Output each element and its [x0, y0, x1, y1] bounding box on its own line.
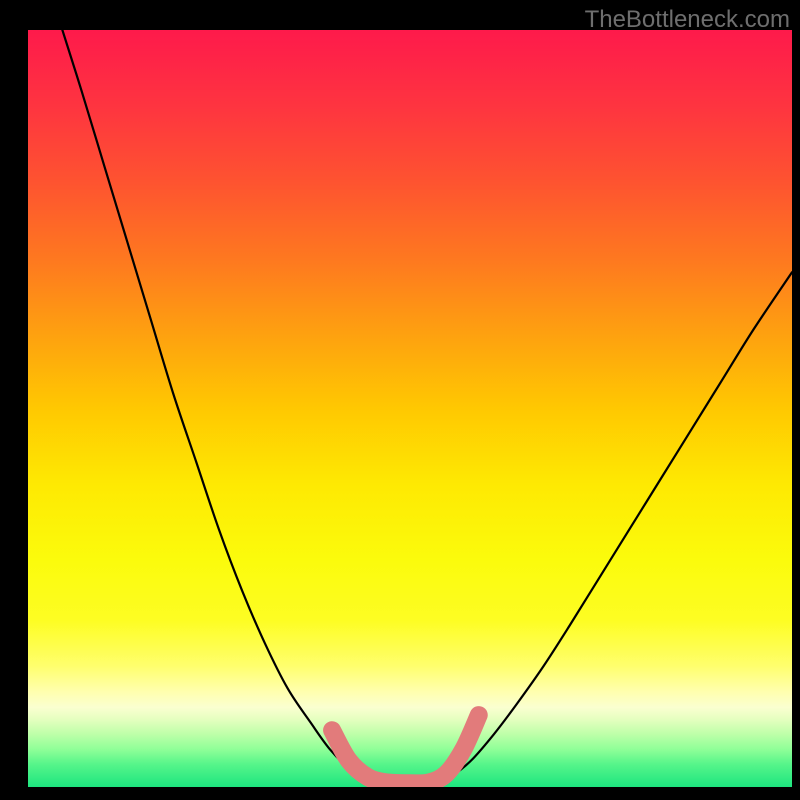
bottleneck-curve-plot	[28, 30, 792, 787]
watermark-text: TheBottleneck.com	[585, 6, 790, 34]
chart-frame: TheBottleneck.com	[0, 0, 800, 800]
